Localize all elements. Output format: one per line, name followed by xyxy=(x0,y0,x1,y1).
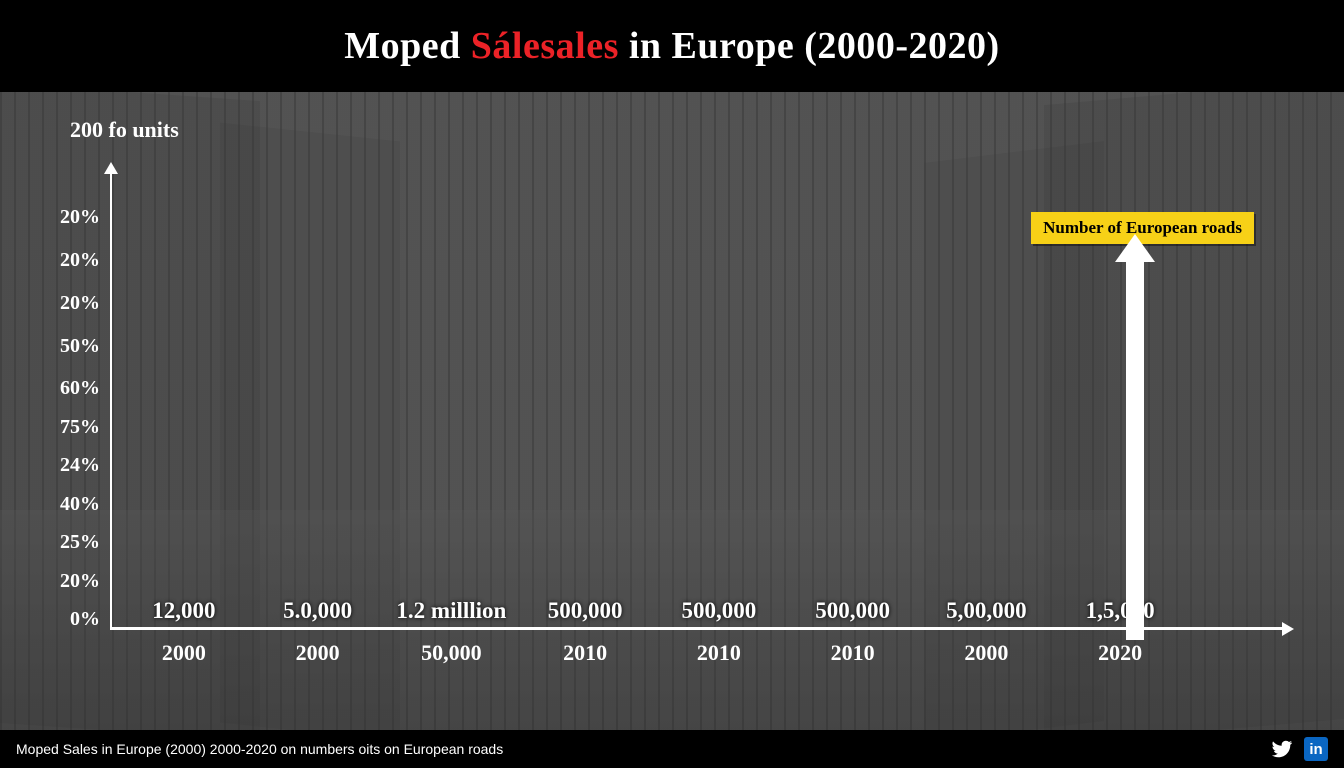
chart-panel: 200 fo units 20% 20% 20% 50% 60% 75% 24% 40% 25%… xyxy=(0,92,1344,730)
twitter-icon[interactable] xyxy=(1270,737,1294,761)
x-tick-label: 2010 xyxy=(831,640,875,666)
bar-value-label: 1.2 milllion xyxy=(396,598,506,624)
x-tick-label: 2010 xyxy=(563,640,607,666)
x-tick-label: 50,000 xyxy=(421,640,482,666)
footer-caption: Moped Sales in Europe (2000) 2000-2020 o… xyxy=(16,741,503,757)
title-post: in Europe (2000-2020) xyxy=(619,25,1000,67)
y-tick-label: 20% xyxy=(40,206,100,229)
x-tick-label: 2020 xyxy=(1098,640,1142,666)
bar-value-label: 500,000 xyxy=(548,598,623,624)
title-accent: Sálesales xyxy=(471,25,619,67)
bar-value-label: 500,000 xyxy=(682,598,757,624)
x-tick-label: 2000 xyxy=(162,640,206,666)
page-title: Moped Sálesales in Europe (2000-2020) xyxy=(344,24,999,68)
x-tick-label: 2000 xyxy=(964,640,1008,666)
bar-value-label: 5,00,000 xyxy=(946,598,1027,624)
chart-subtitle: 200 fo units xyxy=(70,117,179,143)
bar-value-label: 12,000 xyxy=(152,598,215,624)
y-tick-label: 20% xyxy=(40,292,100,315)
trend-arrow-icon xyxy=(1126,260,1144,640)
plot-area: 200 fo units 20%20%20%50%60%75%24%40%25%… xyxy=(110,142,1284,650)
social-icons: in xyxy=(1270,737,1328,761)
x-tick-label: 2010 xyxy=(697,640,741,666)
bars-container: 12,00020005.0,00020001.2 milllion50,0005… xyxy=(140,202,1164,630)
y-tick-label: 75% xyxy=(40,416,100,439)
title-bar: Moped Sálesales in Europe (2000-2020) xyxy=(0,0,1344,92)
y-tick-label: 24% xyxy=(40,454,100,477)
y-tick-label: 0% xyxy=(40,608,100,631)
y-tick-label: 40% xyxy=(40,493,100,516)
y-axis xyxy=(110,172,112,630)
x-tick-label: 2000 xyxy=(296,640,340,666)
bar-value-label: 1,5,000 xyxy=(1086,598,1155,624)
bar-value-label: 500,000 xyxy=(815,598,890,624)
y-tick-label: 20% xyxy=(40,570,100,593)
title-pre: Moped xyxy=(344,25,471,67)
linkedin-icon[interactable]: in xyxy=(1304,737,1328,761)
y-tick-label: 50% xyxy=(40,335,100,358)
y-tick-label: 25% xyxy=(40,531,100,554)
y-tick-label: 60% xyxy=(40,377,100,400)
y-tick-label: 20% xyxy=(40,249,100,272)
bar-value-label: 5.0,000 xyxy=(283,598,352,624)
footer-bar: Moped Sales in Europe (2000) 2000-2020 o… xyxy=(0,730,1344,768)
